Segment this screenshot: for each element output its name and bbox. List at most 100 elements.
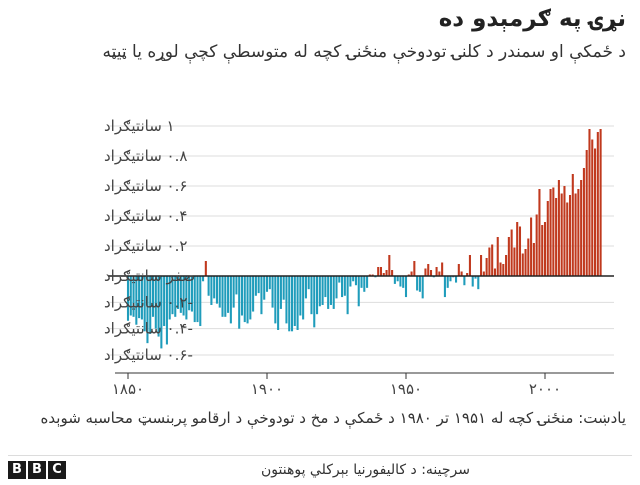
bar-negative xyxy=(246,276,249,324)
bar-positive xyxy=(485,258,488,276)
bbc-logo-letter: C xyxy=(48,461,66,479)
bar-negative xyxy=(215,276,218,304)
bar-positive xyxy=(482,271,485,276)
bar-negative xyxy=(257,276,260,294)
bar-negative xyxy=(449,276,452,282)
bar-negative xyxy=(443,276,446,298)
bar-negative xyxy=(446,276,449,288)
x-tick-label: ۱۹۵۰ xyxy=(390,380,422,398)
bar-positive xyxy=(585,150,588,276)
bar-positive xyxy=(385,270,388,276)
bar-positive xyxy=(524,249,527,276)
bar-negative xyxy=(343,276,346,296)
chart-title: نړۍ په ګرمېدو ده xyxy=(438,6,626,32)
bar-negative xyxy=(252,276,255,312)
bar-positive xyxy=(468,255,471,276)
bar-negative xyxy=(165,276,168,345)
bar-negative xyxy=(329,276,332,305)
bar-positive xyxy=(541,225,544,276)
y-tick-label: صفر سانتیګراد xyxy=(104,267,195,285)
bar-negative xyxy=(196,276,199,323)
bar-negative xyxy=(316,276,319,315)
y-tick-label: -۰.۲ سانتیګراد xyxy=(104,293,193,311)
y-tick-label: ۰.۲ سانتیګراد xyxy=(104,237,187,255)
bar-negative xyxy=(126,276,130,321)
bar-negative xyxy=(357,276,360,307)
bar-positive xyxy=(438,271,441,276)
bar-positive xyxy=(599,129,602,276)
bar-negative xyxy=(140,276,143,320)
bar-negative xyxy=(402,276,405,288)
bar-positive xyxy=(535,214,538,276)
bar-positive xyxy=(596,132,599,276)
bar-negative xyxy=(135,276,138,325)
bbc-logo-letter: B xyxy=(28,461,46,479)
bar-negative xyxy=(190,276,193,312)
bar-negative xyxy=(404,276,408,298)
bar-positive xyxy=(518,226,522,276)
bar-negative xyxy=(463,276,466,286)
bar-negative xyxy=(188,276,191,311)
bar-positive xyxy=(204,261,207,276)
bar-negative xyxy=(263,276,266,300)
x-tick-label: ۱۹۰۰ xyxy=(251,380,283,398)
footer-divider xyxy=(8,455,632,456)
bar-negative xyxy=(418,276,421,292)
bar-negative xyxy=(349,276,352,287)
bar-negative xyxy=(146,276,149,344)
bar-positive xyxy=(530,217,533,276)
bar-negative xyxy=(224,276,227,317)
bar-positive xyxy=(488,247,491,276)
bar-positive xyxy=(424,268,427,276)
bar-negative xyxy=(416,276,419,291)
bar-negative xyxy=(149,276,152,334)
bar-negative xyxy=(335,276,338,299)
bar-negative xyxy=(327,276,330,309)
bar-negative xyxy=(304,276,307,299)
bbc-logo: B B C xyxy=(8,461,66,479)
bar-negative xyxy=(288,276,291,332)
bar-positive xyxy=(591,139,594,276)
bar-positive xyxy=(413,261,416,276)
bar-positive xyxy=(480,255,483,276)
bar-negative xyxy=(477,276,480,290)
bar-negative xyxy=(313,276,316,328)
bar-positive xyxy=(566,202,569,276)
bar-negative xyxy=(249,276,252,320)
bar-positive xyxy=(527,238,530,276)
bar-negative xyxy=(277,276,280,330)
bar-negative xyxy=(285,276,288,324)
y-tick-label: ۰.۴ سانتیګراد xyxy=(104,207,187,225)
bar-positive xyxy=(538,189,541,276)
bar-negative xyxy=(240,276,244,316)
bar-negative xyxy=(324,276,327,298)
bar-negative xyxy=(293,276,296,327)
bar-positive xyxy=(588,129,591,276)
bar-negative xyxy=(229,276,232,324)
bar-positive xyxy=(516,222,519,276)
bar-negative xyxy=(282,276,285,300)
bar-negative xyxy=(268,276,271,290)
bar-positive xyxy=(513,247,516,276)
x-tick-label: ۲۰۰۰ xyxy=(529,380,561,398)
bar-negative xyxy=(132,276,135,317)
bar-positive xyxy=(441,262,444,276)
bar-positive xyxy=(435,267,438,276)
bar-negative xyxy=(163,276,166,327)
bar-positive xyxy=(491,244,494,276)
y-tick-label: ۰.۸ سانتیګراد xyxy=(104,147,187,165)
bar-negative xyxy=(271,276,274,308)
bar-negative xyxy=(174,276,177,317)
bar-negative xyxy=(341,276,344,298)
bar-positive xyxy=(582,168,585,276)
bar-positive xyxy=(560,193,563,276)
bar-positive xyxy=(502,264,505,276)
bar-positive xyxy=(594,148,597,276)
bar-positive xyxy=(574,193,577,276)
bar-negative xyxy=(296,276,299,330)
bar-positive xyxy=(499,262,502,276)
bar-negative xyxy=(243,276,246,323)
bar-negative xyxy=(182,276,185,316)
bar-negative xyxy=(199,276,202,327)
bar-negative xyxy=(207,276,210,296)
